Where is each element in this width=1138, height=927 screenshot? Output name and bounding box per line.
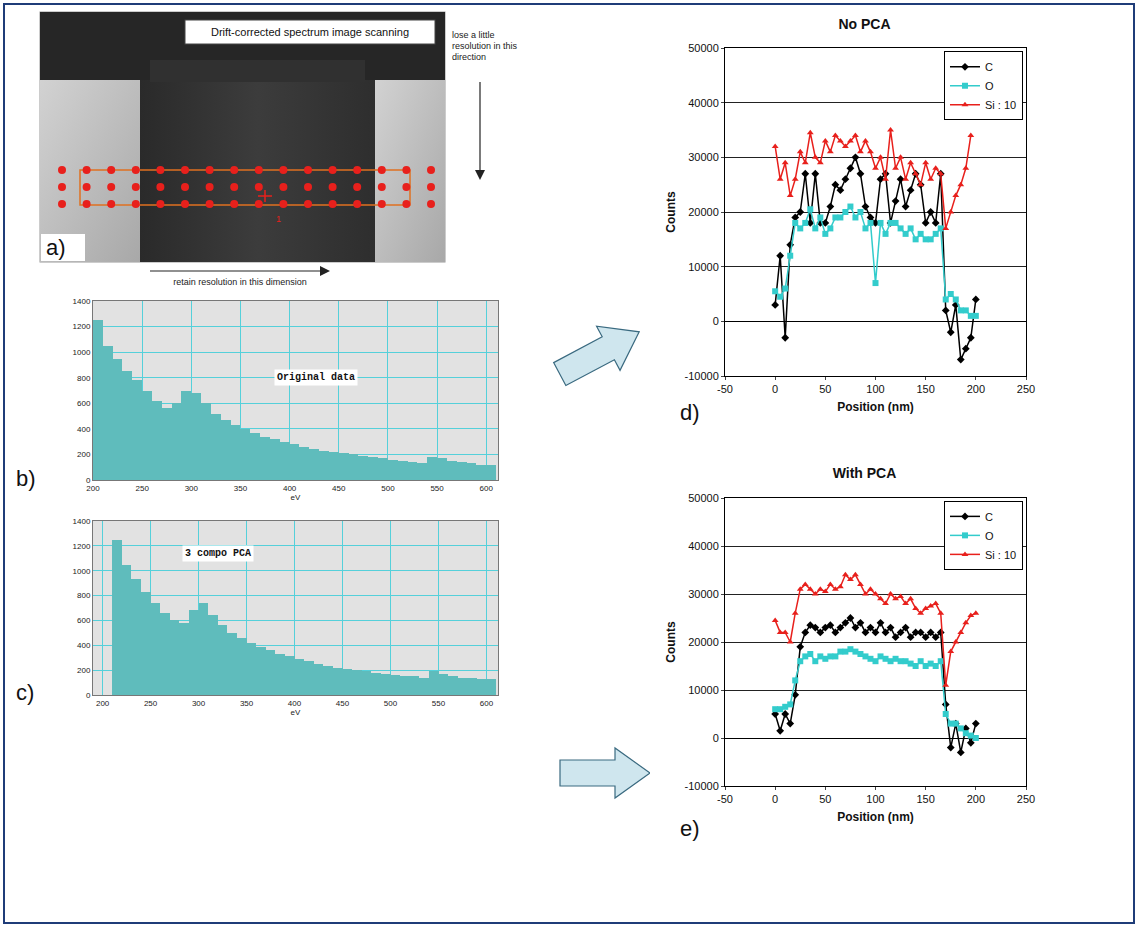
svg-text:150: 150 xyxy=(916,793,934,805)
svg-text:250: 250 xyxy=(135,484,149,493)
svg-text:With PCA: With PCA xyxy=(833,465,897,481)
svg-text:10000: 10000 xyxy=(688,684,719,696)
svg-text:800: 800 xyxy=(77,591,91,600)
svg-text:450: 450 xyxy=(332,484,346,493)
svg-text:30000: 30000 xyxy=(688,151,719,163)
svg-text:30000: 30000 xyxy=(688,588,719,600)
svg-text:-50: -50 xyxy=(717,793,733,805)
svg-text:500: 500 xyxy=(384,699,398,708)
svg-text:1000: 1000 xyxy=(73,567,91,576)
svg-text:300: 300 xyxy=(185,484,199,493)
svg-text:1200: 1200 xyxy=(73,542,91,551)
svg-text:50: 50 xyxy=(819,383,831,395)
svg-text:450: 450 xyxy=(336,699,350,708)
svg-text:600: 600 xyxy=(480,484,494,493)
svg-text:0: 0 xyxy=(86,691,91,700)
svg-text:200: 200 xyxy=(77,666,91,675)
svg-text:Position (nm): Position (nm) xyxy=(837,810,914,824)
svg-text:3 compo PCA: 3 compo PCA xyxy=(185,548,251,559)
svg-text:O: O xyxy=(985,80,994,92)
svg-text:1000: 1000 xyxy=(73,348,91,357)
svg-text:250: 250 xyxy=(1017,383,1035,395)
html-text:e): e) xyxy=(680,816,700,841)
svg-text:250: 250 xyxy=(1017,793,1035,805)
svg-text:1400: 1400 xyxy=(73,517,91,526)
svg-text:-50: -50 xyxy=(717,383,733,395)
svg-text:-10000: -10000 xyxy=(685,780,719,792)
svg-text:No PCA: No PCA xyxy=(838,16,890,32)
svg-text:550: 550 xyxy=(432,699,446,708)
svg-text:Original data: Original data xyxy=(277,372,355,383)
svg-text:1: 1 xyxy=(276,214,281,224)
svg-text:Drift-corrected spectrum image: Drift-corrected spectrum image scanning xyxy=(211,26,409,38)
html-text:c): c) xyxy=(16,680,35,705)
svg-text:eV: eV xyxy=(291,708,301,717)
svg-text:150: 150 xyxy=(916,383,934,395)
svg-text:100: 100 xyxy=(866,793,884,805)
svg-text:Counts: Counts xyxy=(664,621,678,663)
html-text:lose a little resolution in th: lose a little resolution in this directi… xyxy=(452,30,517,62)
svg-text:O: O xyxy=(985,530,994,542)
svg-text:600: 600 xyxy=(77,399,91,408)
svg-text:50000: 50000 xyxy=(688,492,719,504)
svg-text:0: 0 xyxy=(86,476,91,485)
svg-text:-10000: -10000 xyxy=(685,370,719,382)
svg-text:200: 200 xyxy=(967,383,985,395)
svg-text:0: 0 xyxy=(772,793,778,805)
svg-text:0: 0 xyxy=(713,315,719,327)
svg-text:200: 200 xyxy=(96,699,110,708)
svg-text:250: 250 xyxy=(144,699,158,708)
svg-text:40000: 40000 xyxy=(688,97,719,109)
svg-text:Counts: Counts xyxy=(664,191,678,233)
svg-text:0: 0 xyxy=(713,732,719,744)
svg-text:C: C xyxy=(985,61,993,73)
svg-text:50: 50 xyxy=(819,793,831,805)
svg-text:350: 350 xyxy=(234,484,248,493)
svg-text:200: 200 xyxy=(86,484,100,493)
svg-text:600: 600 xyxy=(77,616,91,625)
svg-text:300: 300 xyxy=(192,699,206,708)
svg-text:400: 400 xyxy=(77,425,91,434)
svg-text:Si : 10: Si : 10 xyxy=(985,99,1016,111)
svg-text:1400: 1400 xyxy=(73,297,91,306)
svg-text:200: 200 xyxy=(967,793,985,805)
html-text:retain resolution in this dime: retain resolution in this dimension xyxy=(173,277,307,287)
svg-text:50000: 50000 xyxy=(688,42,719,54)
svg-text:40000: 40000 xyxy=(688,540,719,552)
svg-text:100: 100 xyxy=(866,383,884,395)
svg-text:600: 600 xyxy=(480,699,494,708)
svg-text:800: 800 xyxy=(77,374,91,383)
svg-text:20000: 20000 xyxy=(688,206,719,218)
svg-text:eV: eV xyxy=(291,493,301,502)
svg-text:550: 550 xyxy=(430,484,444,493)
svg-text:C: C xyxy=(985,511,993,523)
svg-text:400: 400 xyxy=(283,484,297,493)
svg-text:200: 200 xyxy=(77,450,91,459)
svg-text:10000: 10000 xyxy=(688,261,719,273)
svg-text:0: 0 xyxy=(772,383,778,395)
svg-text:400: 400 xyxy=(77,641,91,650)
html-text:b): b) xyxy=(16,466,36,491)
svg-text:1200: 1200 xyxy=(73,322,91,331)
svg-text:400: 400 xyxy=(288,699,302,708)
html-text:d): d) xyxy=(680,400,700,425)
svg-text:Si : 10: Si : 10 xyxy=(985,549,1016,561)
svg-text:20000: 20000 xyxy=(688,636,719,648)
html-text:a): a) xyxy=(46,235,66,260)
svg-text:Position (nm): Position (nm) xyxy=(837,400,914,414)
svg-text:500: 500 xyxy=(381,484,395,493)
svg-text:350: 350 xyxy=(240,699,254,708)
